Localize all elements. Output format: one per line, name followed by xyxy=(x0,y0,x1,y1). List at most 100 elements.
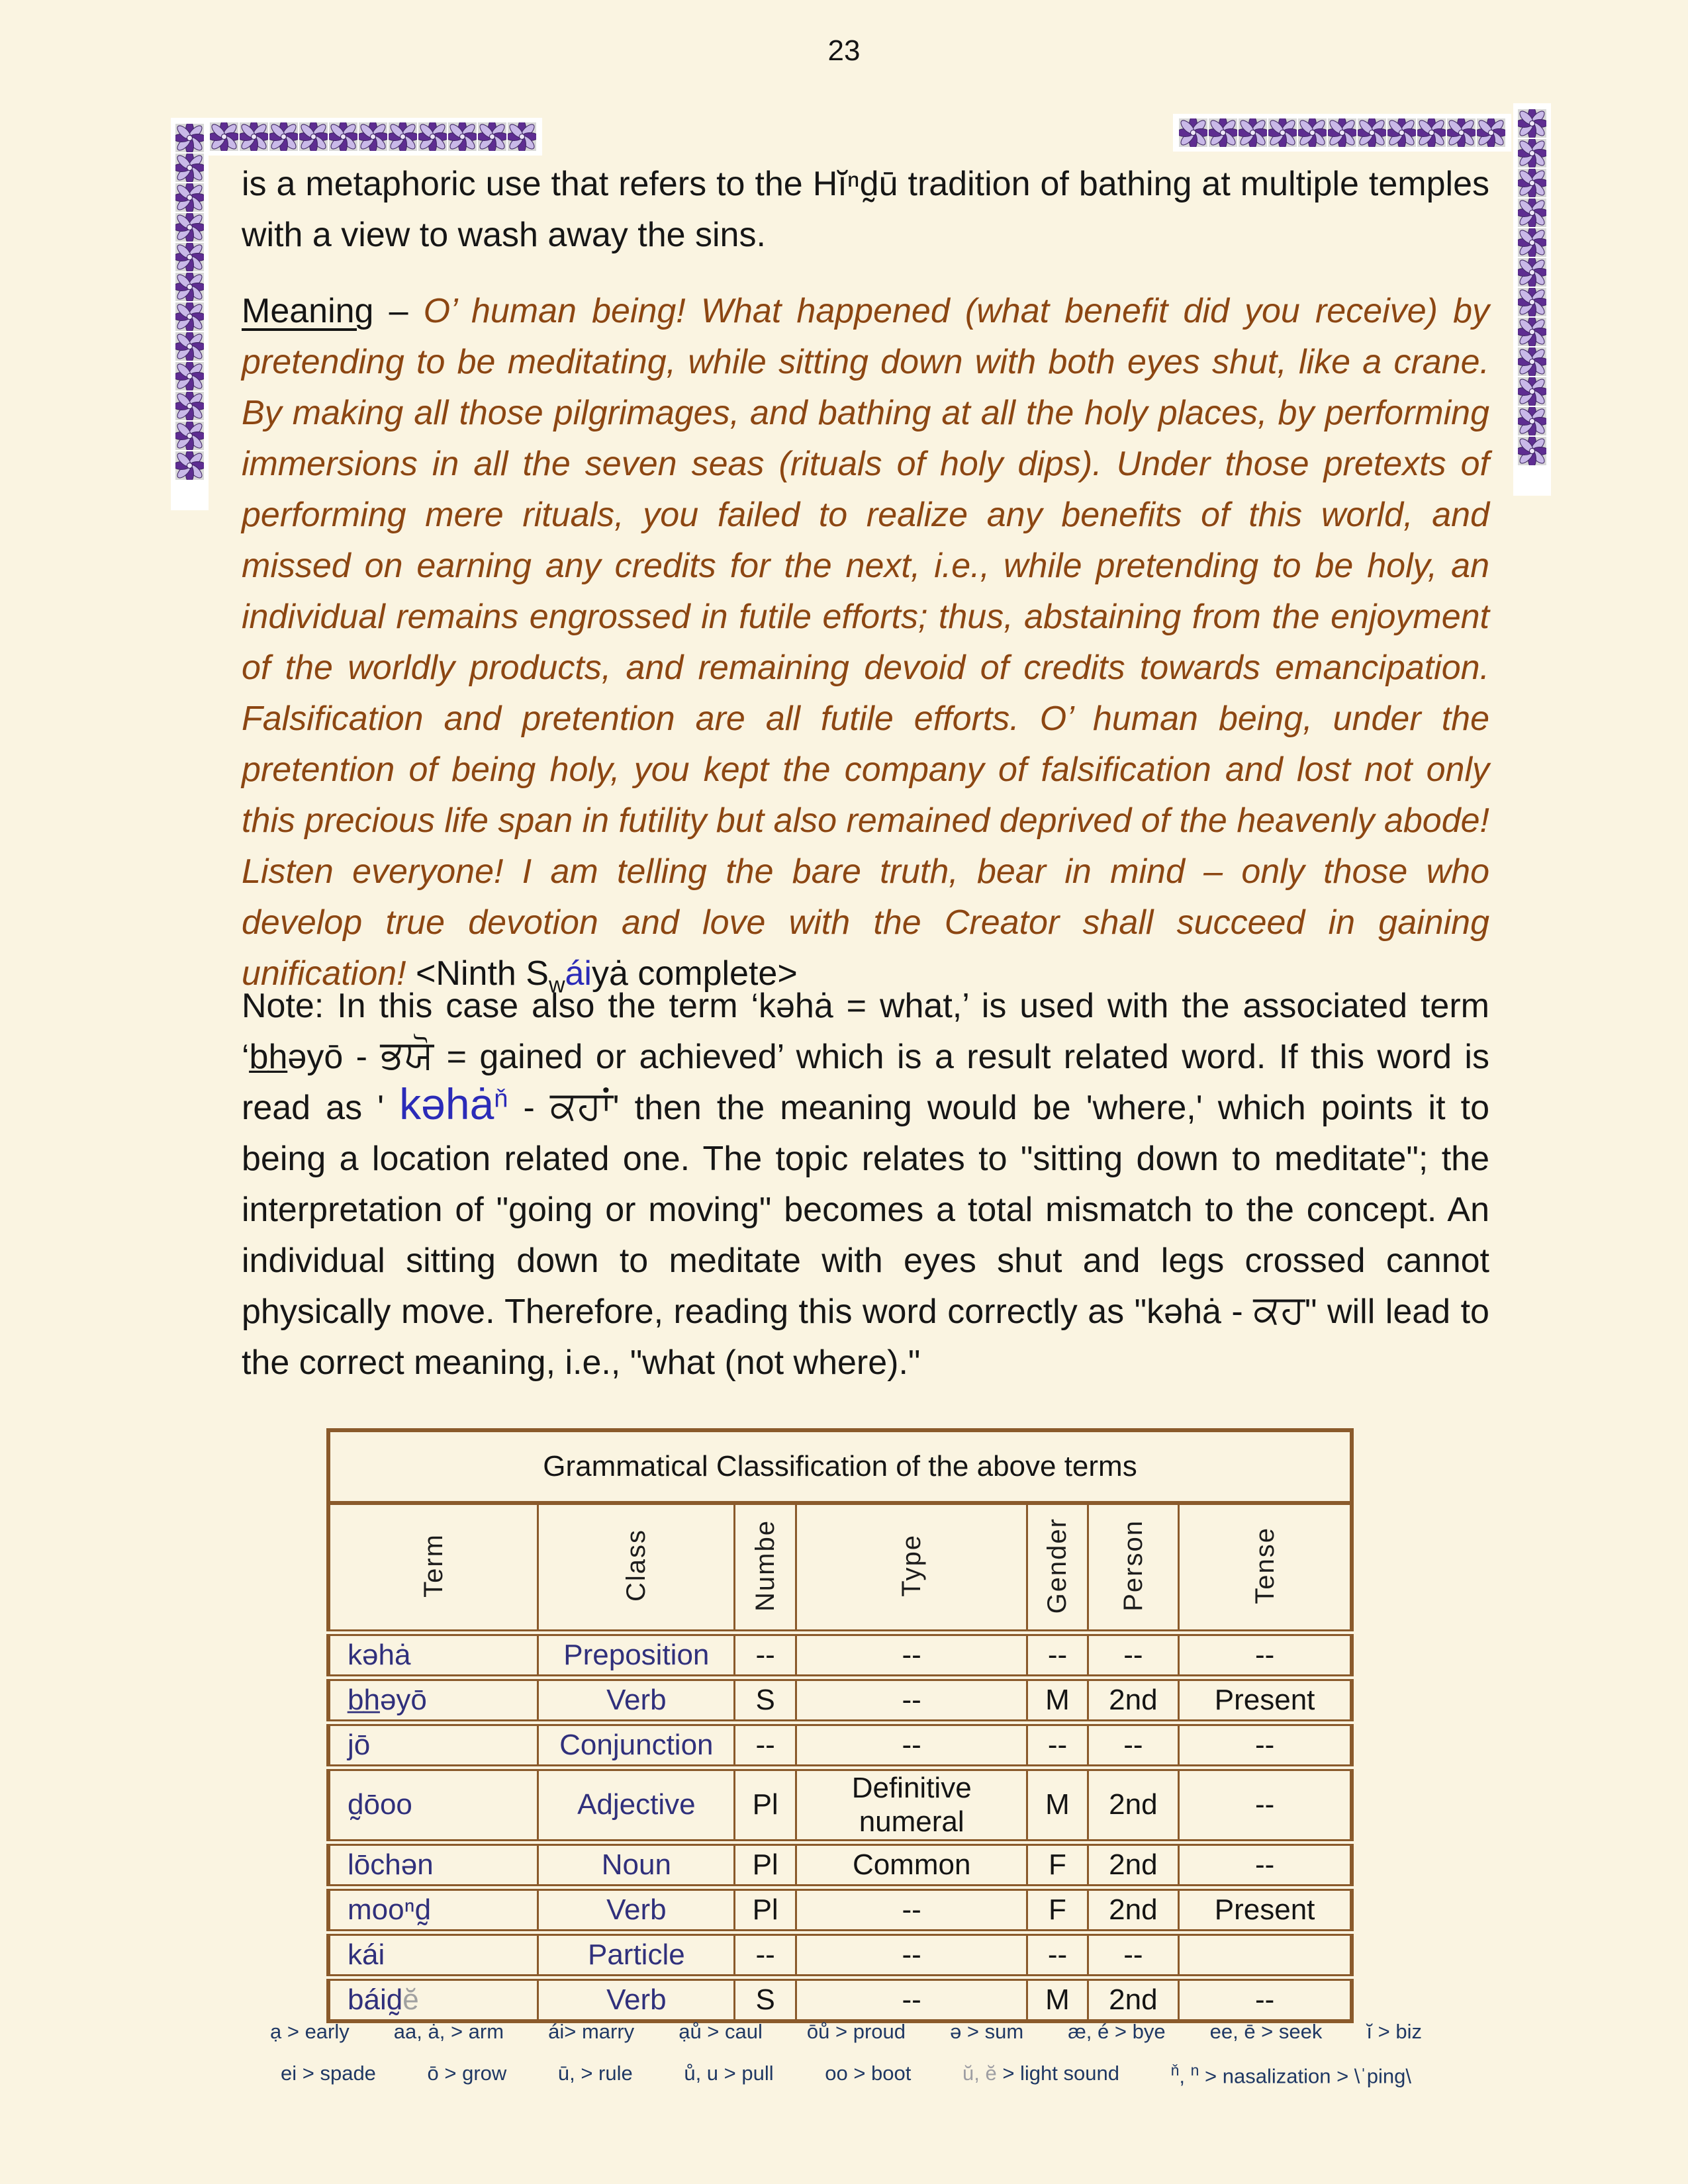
legend-row-1: ạ > earlyaa, ȧ, > armái> marryạů > caulō… xyxy=(270,2020,1422,2044)
person-cell: -- xyxy=(1088,1723,1179,1768)
text-segment: æ, é > bye xyxy=(1068,2020,1165,2043)
table-header-term: Term xyxy=(328,1503,538,1633)
meaning-dash: – xyxy=(373,292,423,330)
legend-item: ei > spade xyxy=(281,2062,376,2088)
text-segment: lōchən xyxy=(348,1848,434,1881)
flower-tile-icon xyxy=(1518,347,1546,376)
legend-item: aa, ȧ, > arm xyxy=(394,2020,504,2044)
term-suffix: ĕ xyxy=(402,1983,418,2016)
text-segment: mooⁿd̰ xyxy=(348,1893,431,1926)
border-top-right xyxy=(1173,114,1511,152)
legend-item: ů, u > pull xyxy=(684,2062,773,2088)
text-segment: kəhȧ xyxy=(348,1639,410,1671)
meaning-paragraph: Meaning – O’ human being! What happened … xyxy=(242,286,1489,1011)
text-segment: ạ > early xyxy=(270,2020,350,2043)
term-cell: mooⁿd̰ xyxy=(328,1888,538,1933)
flower-tile-icon xyxy=(1518,199,1546,227)
type-cell: -- xyxy=(796,1978,1027,2021)
border-left xyxy=(171,118,209,510)
gender-cell: -- xyxy=(1027,1723,1088,1768)
table-row: jōConjunction---------- xyxy=(328,1723,1352,1768)
text-segment-sup: ň xyxy=(1171,2062,1180,2079)
table-header-label: Term xyxy=(418,1533,449,1598)
flower-tile-icon xyxy=(299,122,328,151)
flower-tile-icon xyxy=(1518,318,1546,346)
table-header-label: Numbe xyxy=(750,1520,780,1612)
flower-tile-icon xyxy=(1358,118,1386,147)
text-segment: oo > boot xyxy=(825,2062,911,2085)
tense-cell: -- xyxy=(1179,1843,1352,1888)
flower-tile-icon xyxy=(1209,118,1237,147)
text-segment: ái> marry xyxy=(548,2020,634,2043)
type-cell: Definitive numeral xyxy=(796,1768,1027,1843)
flower-tile-icon xyxy=(1477,118,1505,147)
table-row: mooⁿd̰VerbPl--F2ndPresent xyxy=(328,1888,1352,1933)
person-cell: 2nd xyxy=(1088,1888,1179,1933)
flower-tile-icon xyxy=(1268,118,1297,147)
table-row: kəhȧPreposition---------- xyxy=(328,1633,1352,1678)
table-row: báid̰ĕVerbS--M2nd-- xyxy=(328,1978,1352,2021)
flower-tile-icon xyxy=(478,122,506,151)
table-header-class: Class xyxy=(538,1503,735,1633)
border-top-left xyxy=(204,118,542,156)
document-page: 23 is a metaphoric use that refers to th… xyxy=(0,0,1688,2184)
legend-item: ōů > proud xyxy=(807,2020,906,2044)
type-cell: -- xyxy=(796,1678,1027,1723)
term-cell: jō xyxy=(328,1723,538,1768)
gender-cell: M xyxy=(1027,1768,1088,1843)
flower-tile-icon xyxy=(1417,118,1446,147)
gender-cell: F xyxy=(1027,1888,1088,1933)
term-cell: kəhȧ xyxy=(328,1633,538,1678)
text-segment: ə > sum xyxy=(950,2020,1023,2043)
flower-tile-icon xyxy=(1518,109,1546,138)
legend-item: ĭ > biz xyxy=(1366,2020,1422,2044)
text-segment: , xyxy=(1179,2064,1190,2087)
table-header-gender: Gender xyxy=(1027,1503,1088,1633)
type-cell: -- xyxy=(796,1888,1027,1933)
term-cell: báid̰ĕ xyxy=(328,1978,538,2021)
flower-tile-icon xyxy=(1518,139,1546,167)
person-cell: -- xyxy=(1088,1633,1179,1678)
class-cell: Adjective xyxy=(538,1768,735,1843)
flower-tile-icon xyxy=(210,122,238,151)
table-header-person: Person xyxy=(1088,1503,1179,1633)
tense-cell: -- xyxy=(1179,1978,1352,2021)
table-row: d̰ōooAdjectivePlDefinitive numeralM2nd-- xyxy=(328,1768,1352,1843)
type-cell: -- xyxy=(796,1723,1027,1768)
flower-tile-icon xyxy=(1239,118,1267,147)
flower-tile-icon xyxy=(1328,118,1356,147)
number-cell: -- xyxy=(735,1633,796,1678)
flower-tile-icon xyxy=(175,183,204,212)
person-cell: 2nd xyxy=(1088,1768,1179,1843)
text-segment: ei > spade xyxy=(281,2062,376,2085)
tense-cell xyxy=(1179,1933,1352,1978)
table-header-tense: Tense xyxy=(1179,1503,1352,1633)
text-segment: > light sound xyxy=(997,2062,1119,2085)
class-cell: Verb xyxy=(538,1678,735,1723)
text-segment-gur: ਭਯੋ xyxy=(380,1032,434,1077)
flower-tile-icon xyxy=(175,213,204,242)
term-cell: kái xyxy=(328,1933,538,1978)
table-header-numbe: Numbe xyxy=(735,1503,796,1633)
text-segment-big: kəhȧ xyxy=(399,1079,494,1128)
table-header-label: Class xyxy=(621,1529,651,1602)
legend-item: ō > grow xyxy=(428,2062,507,2088)
text-segment: > nasalization > \ˈping\ xyxy=(1199,2064,1411,2087)
number-cell: S xyxy=(735,1678,796,1723)
meaning-italic-text: O’ human being! What happened (what bene… xyxy=(242,292,1489,993)
text-segment: aa, ȧ, > arm xyxy=(394,2020,504,2043)
intro-paragraph: is a metaphoric use that refers to the H… xyxy=(242,159,1489,261)
legend-item: oo > boot xyxy=(825,2062,911,2088)
flower-tile-icon xyxy=(1518,407,1546,435)
class-cell: Noun xyxy=(538,1843,735,1888)
tense-cell: -- xyxy=(1179,1768,1352,1843)
legend-item: ee, ē > seek xyxy=(1210,2020,1323,2044)
flower-tile-icon xyxy=(508,122,536,151)
table-header-row: TermClassNumbeTypeGenderPersonTense xyxy=(328,1503,1352,1633)
class-cell: Verb xyxy=(538,1978,735,2021)
flower-tile-icon xyxy=(175,154,204,182)
flower-tile-icon xyxy=(1518,228,1546,257)
text-segment: ĭ > biz xyxy=(1366,2020,1422,2043)
tense-cell: -- xyxy=(1179,1633,1352,1678)
legend-item: ŭ, ĕ > light sound xyxy=(962,2062,1119,2088)
